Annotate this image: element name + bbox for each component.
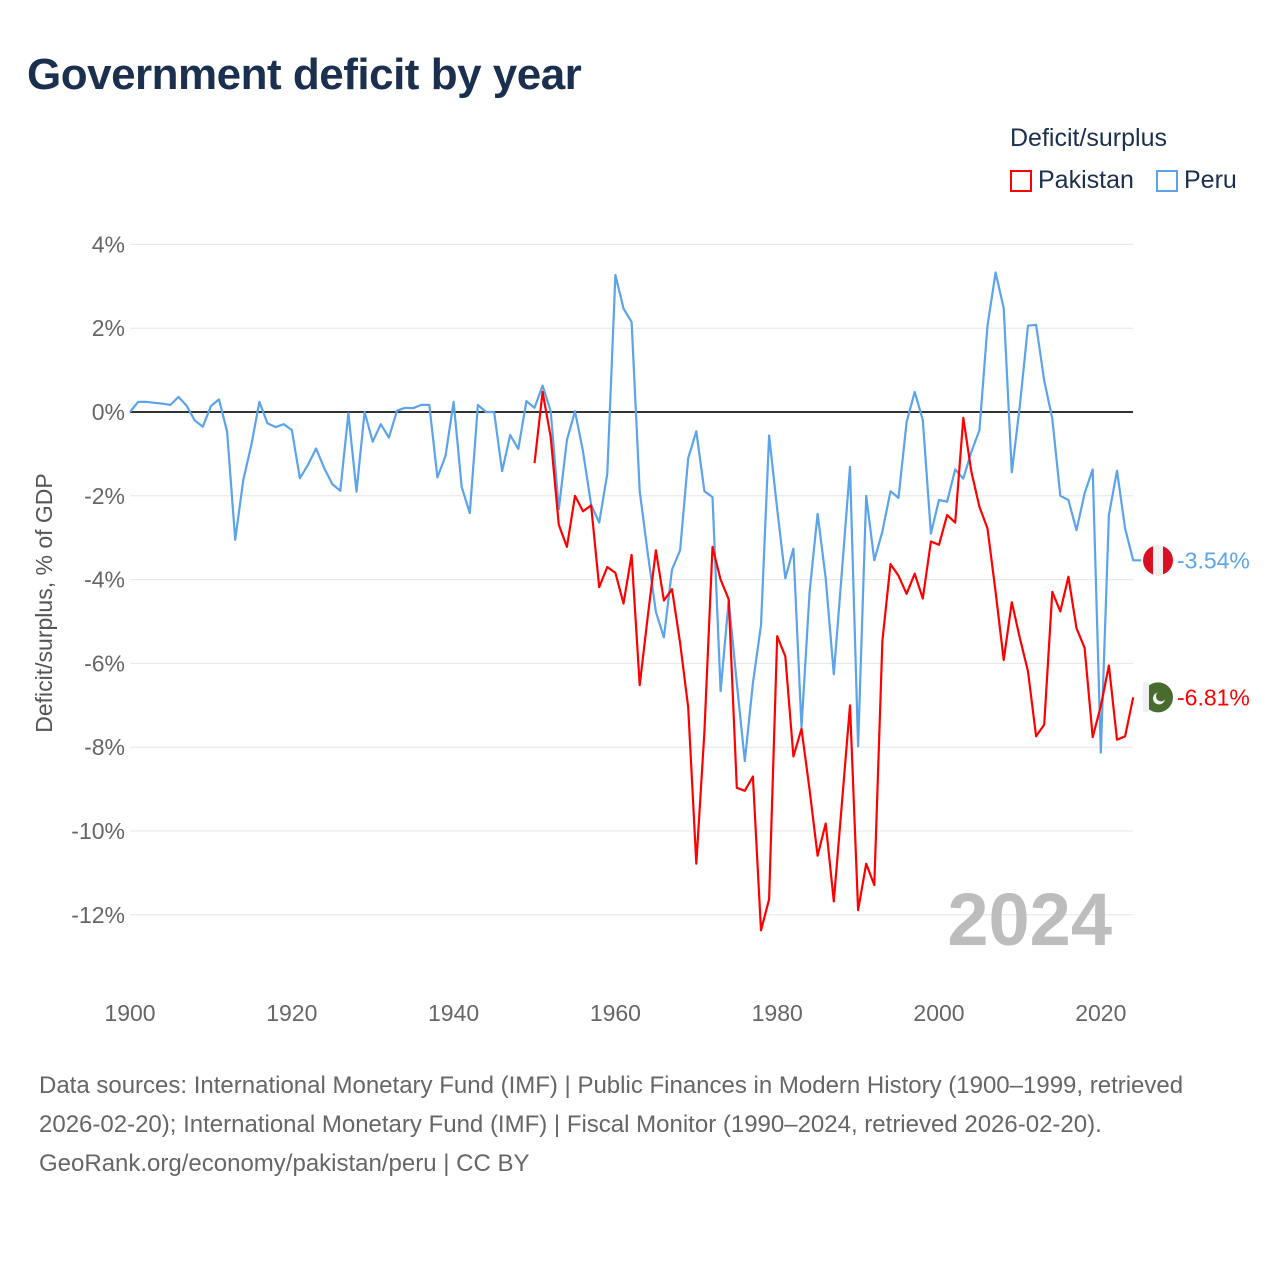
y-tick-label: 4% — [92, 231, 125, 257]
x-tick-label: 1960 — [590, 1000, 641, 1026]
y-tick-label: -12% — [71, 902, 125, 928]
legend-swatch-peru — [1156, 169, 1178, 192]
flag-stripe — [1142, 693, 1143, 702]
data-sources: Data sources: International Monetary Fun… — [39, 1072, 1184, 1138]
flag-peru-icon — [1143, 545, 1173, 576]
y-tick-label: -6% — [84, 650, 125, 676]
legend-label-peru: Peru — [1184, 166, 1237, 194]
crescent-cut — [1156, 691, 1166, 702]
legend-title: Deficit/surplus — [1010, 124, 1167, 152]
end-labels: -3.54% -6.81% — [1142, 545, 1250, 713]
x-tick-label: 1940 — [428, 1000, 479, 1026]
y-axis-label: Deficit/surplus, % of GDP — [31, 473, 57, 732]
legend-item-pakistan[interactable]: Pakistan — [1010, 166, 1134, 195]
y-tick-label: -8% — [84, 734, 125, 760]
x-tick-label: 1920 — [266, 1000, 317, 1026]
series-line-pakistan — [533, 390, 1135, 932]
legend-swatch-pakistan — [1010, 169, 1032, 192]
line-chart: 4% 2% 0% -2% -4% -6% -8% -10% -12% 1900 1920 1940 19… — [31, 231, 1250, 1026]
y-tick-label: 2% — [92, 315, 125, 341]
x-tick-label: 2020 — [1075, 1000, 1126, 1026]
legend-label-pakistan: Pakistan — [1038, 166, 1134, 194]
year-watermark: 2024 — [947, 878, 1112, 961]
y-tick-label: -10% — [71, 818, 125, 844]
end-value-label-pakistan: -6.81% — [1177, 684, 1250, 710]
series-group — [129, 271, 1142, 932]
x-tick-label: 1980 — [752, 1000, 803, 1026]
x-tick-label: 1900 — [104, 1000, 155, 1026]
grid: 4% 2% 0% -2% -4% -6% -8% -10% -12% 1900 1920 1940 19… — [71, 231, 1133, 1026]
y-tick-label: -4% — [84, 567, 125, 593]
legend-item-peru[interactable]: Peru — [1156, 166, 1237, 195]
flag-white-band — [1143, 682, 1149, 713]
source-link[interactable]: GeoRank.org/economy/pakistan/peru | CC B… — [39, 1150, 530, 1177]
x-tick-label: 2000 — [913, 1000, 964, 1026]
footer: Data sources: International Monetary Fun… — [39, 1066, 1239, 1183]
end-value-label-peru: -3.54% — [1177, 547, 1250, 573]
flag-pakistan-icon — [1142, 682, 1173, 713]
series-line-peru — [129, 271, 1142, 763]
y-tick-label: -2% — [84, 483, 125, 509]
chart-title: Government deficit by year — [27, 50, 582, 99]
flag-stripe — [1153, 545, 1163, 576]
y-tick-label: 0% — [92, 399, 125, 425]
